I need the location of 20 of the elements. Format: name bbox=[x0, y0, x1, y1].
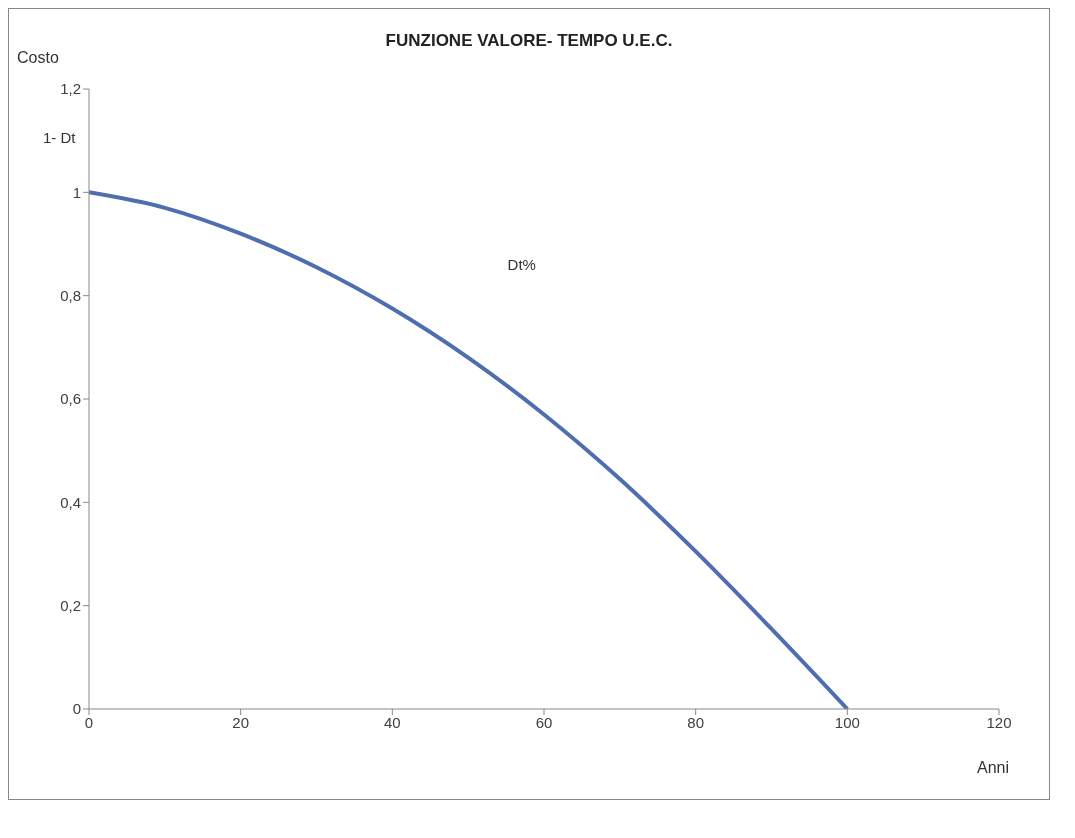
y-tick-label: 1,2 bbox=[60, 80, 81, 98]
text: 1- Dt bbox=[43, 129, 76, 146]
x-tick-label: 0 bbox=[84, 713, 94, 731]
y-tick-label: 1 bbox=[72, 183, 81, 201]
x-axis-title: Anni bbox=[976, 759, 1009, 777]
x-tick-label: 80 bbox=[687, 713, 705, 731]
y-tick-label: 0 bbox=[72, 700, 81, 718]
x-tick-label: 20 bbox=[232, 713, 250, 731]
x-tick-label: 100 bbox=[834, 713, 860, 731]
y-axis-title: Costo bbox=[17, 49, 59, 67]
annotation: Dt% bbox=[507, 256, 536, 274]
line-series bbox=[89, 190, 850, 709]
chart-title: FUNZIONE VALORE- TEMPO U.E.C. bbox=[385, 31, 673, 50]
x-tick-label: 40 bbox=[383, 713, 401, 731]
y-tick-label: 0,4 bbox=[60, 493, 81, 511]
y-tick-label: 0,8 bbox=[60, 286, 81, 304]
y-tick-label: 0,2 bbox=[60, 596, 81, 614]
x-tick-label: 60 bbox=[535, 713, 553, 731]
x-tick-label: 120 bbox=[986, 713, 1012, 731]
y-tick-label: 0,6 bbox=[60, 390, 81, 408]
